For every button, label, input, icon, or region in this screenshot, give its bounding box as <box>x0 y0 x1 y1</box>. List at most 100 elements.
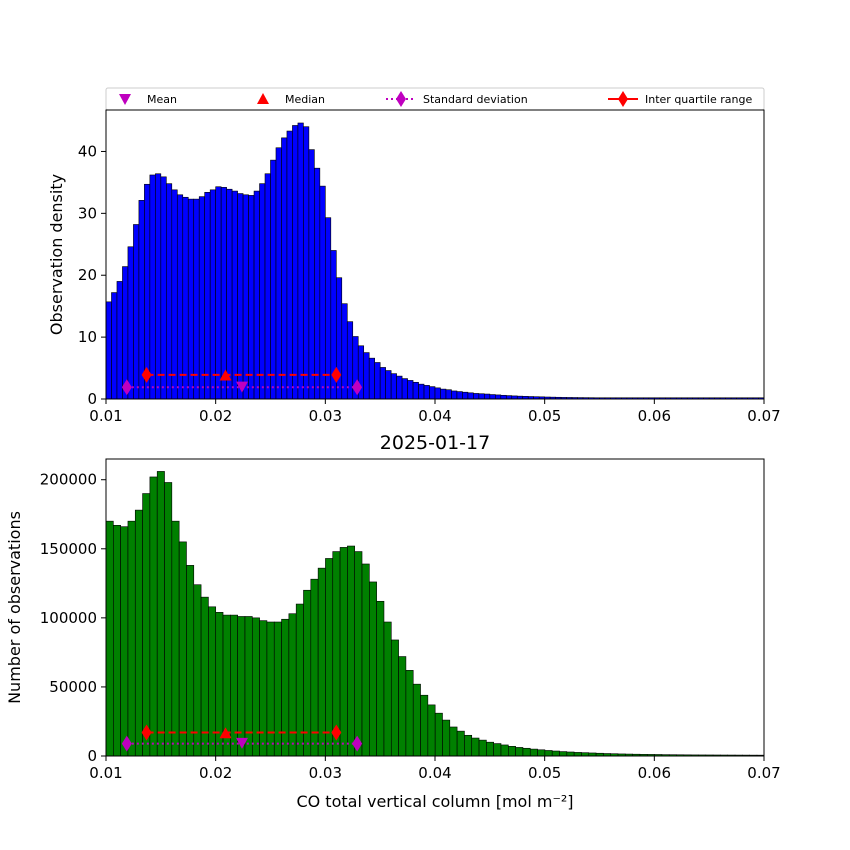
legend-label-3: Inter quartile range <box>645 93 752 106</box>
histogram-bar <box>275 147 282 399</box>
x-tick-label: 0.03 <box>309 764 342 782</box>
histogram-bar <box>116 281 123 399</box>
histogram-bar <box>209 189 216 399</box>
y-tick-label: 30 <box>78 204 97 222</box>
histogram-bar <box>390 373 397 399</box>
histogram-bar <box>442 719 451 756</box>
histogram-bar <box>493 743 502 756</box>
x-tick-label: 0.05 <box>528 764 561 782</box>
y-tick-label: 50000 <box>49 678 97 696</box>
legend-label-2: Standard deviation <box>423 93 528 106</box>
histogram-bar <box>187 198 195 399</box>
std-high-marker <box>352 379 363 396</box>
histogram-bar <box>303 589 312 756</box>
histogram-bar <box>341 303 348 399</box>
iqr-low-marker <box>141 366 152 383</box>
x-tick-label: 0.06 <box>638 764 671 782</box>
y-tick-label: 0 <box>87 747 97 765</box>
histogram-bar <box>248 195 255 399</box>
histogram-bar <box>401 378 408 399</box>
histogram-bar <box>253 190 260 399</box>
stat-markers-1 <box>121 724 363 752</box>
histogram-bar <box>544 750 553 756</box>
histogram-bar <box>500 744 509 756</box>
histogram-bar <box>310 578 319 756</box>
histogram-bar <box>237 616 246 756</box>
histogram-bar <box>113 525 121 756</box>
x-tick-label: 0.02 <box>199 407 232 425</box>
histogram-bar <box>317 567 326 756</box>
histogram-bar <box>127 520 136 756</box>
histogram-bar <box>368 357 375 399</box>
y-tick-label: 20 <box>78 266 97 284</box>
histogram-bar <box>266 621 275 756</box>
histogram-bar <box>407 380 414 399</box>
histogram-bar <box>220 187 227 399</box>
y-tick-label: 200000 <box>40 471 97 489</box>
histogram-bar <box>120 526 129 756</box>
histogram-bar <box>451 390 458 399</box>
histogram-bar <box>127 246 134 399</box>
histogram-bar <box>379 367 386 399</box>
histogram-bar <box>559 751 568 756</box>
histogram-bar <box>242 194 249 399</box>
histogram-bar <box>237 193 244 399</box>
legend-marker-1 <box>257 93 269 104</box>
histogram-bar <box>374 362 381 399</box>
legend-marker-2 <box>396 91 406 107</box>
histogram-bar <box>390 639 399 756</box>
histogram-bar <box>281 137 288 399</box>
x-axis-label: CO total vertical column [mol m⁻²] <box>296 792 573 811</box>
x-tick-label: 0.03 <box>309 407 342 425</box>
x-tick-label: 0.07 <box>747 407 780 425</box>
histogram-bar <box>142 493 151 756</box>
histogram-bar <box>193 584 202 756</box>
histogram-bar <box>471 737 480 756</box>
histogram-bar <box>270 159 277 399</box>
histogram-bar <box>361 563 370 756</box>
histogram-bar <box>522 747 531 756</box>
histogram-bar <box>420 694 429 756</box>
histogram-bar <box>537 749 546 756</box>
histogram-bar <box>429 386 436 399</box>
histogram-bar <box>445 389 452 399</box>
histogram-bar <box>573 752 582 756</box>
histogram-bar <box>171 520 180 756</box>
density-histogram-panel: 0.01 0.02 0.03 0.04 0.05 0.06 0.07 0 10 20 30 40 Obs… <box>47 109 781 425</box>
histogram-bar <box>292 125 299 399</box>
histogram-bar <box>198 196 205 399</box>
histogram-bar <box>505 395 513 399</box>
x-tick-label: 0.04 <box>418 407 451 425</box>
histogram-bar <box>405 670 414 756</box>
y-tick-label: 100000 <box>40 609 97 627</box>
histogram-bar <box>164 482 173 756</box>
histogram-bar <box>122 266 129 399</box>
histogram-bar <box>193 198 200 399</box>
histogram-bar <box>529 748 538 756</box>
histogram-bar <box>325 558 334 756</box>
histogram-bar <box>111 292 118 399</box>
x-tick-label: 0.01 <box>89 407 122 425</box>
histogram-bar <box>508 746 516 756</box>
histogram-bar <box>398 656 407 756</box>
histogram-bar <box>178 541 187 756</box>
histogram-bar <box>264 173 271 399</box>
histogram-bar <box>434 387 441 399</box>
histogram-bar <box>281 618 290 756</box>
legend-label-0: Mean <box>147 93 177 106</box>
histogram-bar <box>500 394 507 399</box>
legend: Mean Median Standard deviation Inter quarti… <box>105 87 765 111</box>
histogram-bar <box>478 393 485 399</box>
y-tick-label: 150000 <box>40 540 97 558</box>
median-marker <box>219 369 232 381</box>
histogram-bar <box>412 381 419 399</box>
histogram-bar <box>314 167 321 399</box>
chart-title: 2025-01-17 <box>380 432 490 454</box>
histogram-bar <box>449 726 458 756</box>
y-axis-label: Observation density <box>47 174 66 335</box>
histogram-bar <box>325 217 332 399</box>
histogram-bar <box>288 613 297 756</box>
y-tick-label: 0 <box>87 390 97 408</box>
histogram-bar <box>160 176 167 399</box>
histogram-bar <box>385 370 392 399</box>
